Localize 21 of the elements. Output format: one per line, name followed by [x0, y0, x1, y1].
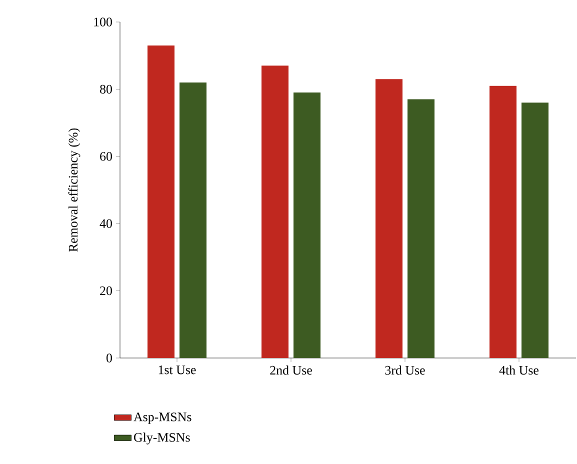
- y-tick-label: 100: [94, 18, 112, 26]
- bar: [294, 92, 321, 358]
- legend-label: Gly-MSNs: [134, 432, 190, 444]
- y-tick-label: 60: [100, 152, 112, 161]
- x-tick-label: 2nd Use: [270, 366, 312, 375]
- bar: [490, 86, 517, 358]
- y-tick-label: 0: [106, 354, 112, 362]
- y-tick-label: 40: [100, 219, 112, 228]
- y-axis-title: Removal efficiency (%): [68, 128, 80, 252]
- legend-label: Asp-MSNs: [134, 412, 192, 424]
- bar: [180, 82, 206, 358]
- bar: [376, 79, 403, 358]
- bar: [262, 66, 289, 358]
- bar: [408, 99, 435, 358]
- x-tick-label: 4th Use: [499, 366, 539, 375]
- bar: [148, 46, 174, 358]
- x-tick-label: 3rd Use: [385, 366, 425, 375]
- y-tick-label: 80: [100, 84, 112, 94]
- bar: [522, 102, 549, 358]
- x-tick-label: 1st Use: [158, 366, 196, 374]
- y-tick-label: 20: [100, 286, 112, 296]
